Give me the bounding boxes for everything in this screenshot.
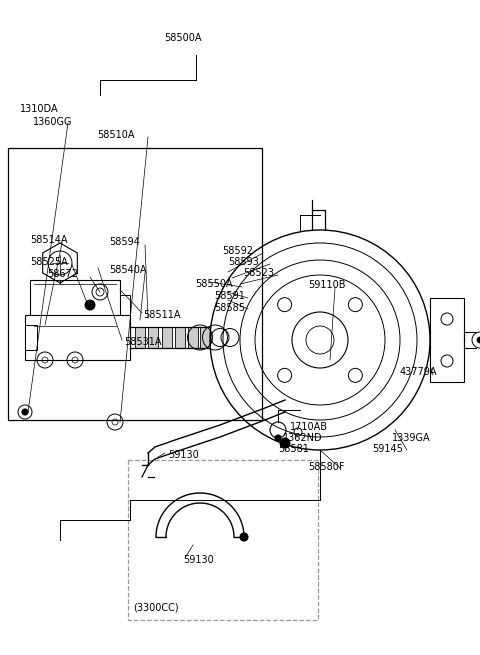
Bar — [200, 327, 210, 348]
Circle shape — [85, 300, 95, 310]
Bar — [30, 280, 120, 330]
Text: 58672: 58672 — [47, 269, 78, 279]
Circle shape — [280, 438, 290, 448]
Text: 58514A: 58514A — [30, 235, 68, 245]
Text: 58525A: 58525A — [30, 257, 68, 267]
Bar — [188, 327, 198, 348]
Text: 1310DA: 1310DA — [20, 104, 59, 114]
Circle shape — [477, 337, 480, 343]
Bar — [135, 327, 145, 348]
Text: 58531A: 58531A — [124, 337, 161, 347]
Circle shape — [22, 409, 28, 415]
Bar — [25, 325, 37, 350]
Text: 58594: 58594 — [109, 237, 140, 247]
Text: 1339GA: 1339GA — [392, 433, 431, 443]
Text: 58500A: 58500A — [164, 33, 202, 43]
Bar — [120, 295, 130, 315]
Text: 59130: 59130 — [168, 450, 199, 460]
Text: 58510A: 58510A — [97, 130, 134, 140]
Text: 58591: 58591 — [214, 291, 245, 301]
Text: 58585: 58585 — [214, 303, 245, 313]
Bar — [25, 315, 130, 360]
Text: (3300CC): (3300CC) — [133, 603, 179, 613]
Text: 1360GG: 1360GG — [33, 117, 72, 127]
Circle shape — [275, 435, 281, 441]
Text: 58593: 58593 — [228, 257, 259, 267]
Text: 58550A: 58550A — [195, 279, 233, 289]
Text: 43779A: 43779A — [400, 367, 437, 377]
Text: 1710AB: 1710AB — [290, 422, 328, 432]
Bar — [430, 298, 464, 382]
Text: 58581: 58581 — [278, 444, 309, 454]
Text: 59130: 59130 — [183, 555, 214, 565]
Bar — [148, 327, 158, 348]
Bar — [175, 327, 185, 348]
Text: 1362ND: 1362ND — [283, 433, 323, 443]
Text: 58540A: 58540A — [109, 265, 146, 275]
Text: 58580F: 58580F — [308, 462, 345, 472]
Circle shape — [240, 533, 248, 541]
Bar — [128, 460, 318, 620]
Text: 59145: 59145 — [372, 444, 403, 454]
Text: 59110B: 59110B — [308, 280, 346, 290]
Bar — [162, 327, 172, 348]
Text: 58592: 58592 — [222, 246, 253, 256]
Text: 58511A: 58511A — [143, 310, 180, 320]
Bar — [8, 148, 262, 420]
Text: 58523: 58523 — [243, 268, 274, 278]
